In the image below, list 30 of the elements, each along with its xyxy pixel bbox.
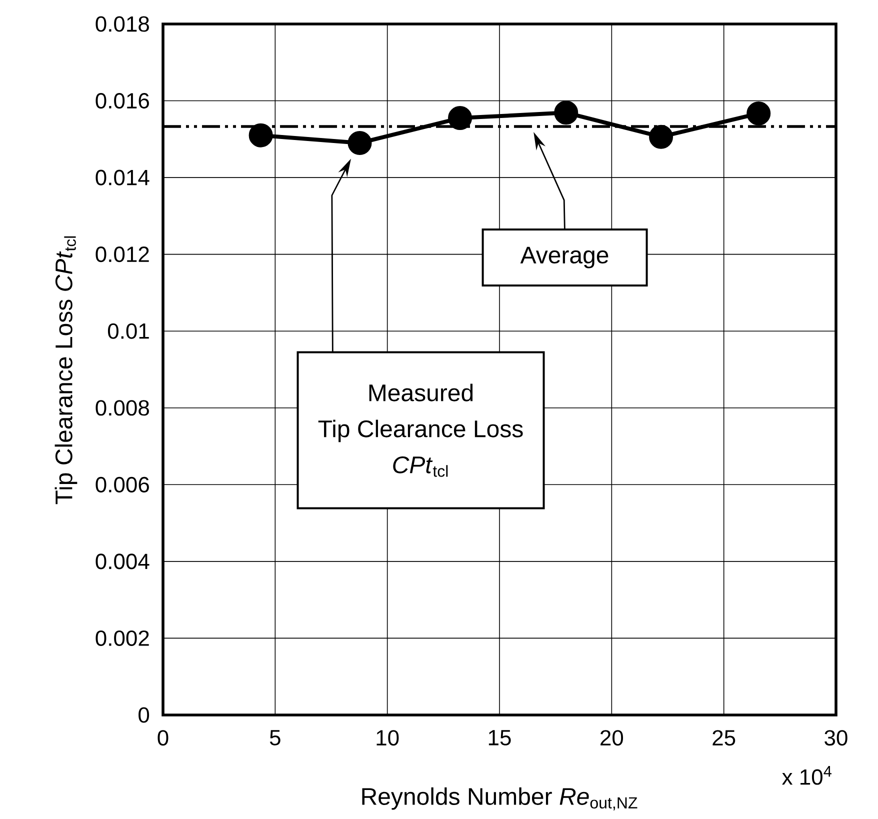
ref-line-label: Average [520, 246, 608, 268]
annotation: CPt$_{tcl}$ [393, 456, 448, 477]
x-tick-label: 30 [824, 730, 848, 746]
x-tick-label: 5 [270, 730, 280, 746]
y-tick-label: 0.008 [96, 400, 149, 416]
point [554, 100, 578, 125]
y-tick-label: 0.002 [96, 630, 149, 646]
y-tick-label: 0.004 [96, 554, 150, 570]
point [649, 124, 674, 149]
point [746, 101, 771, 126]
y-tick-label: 0.01 [108, 323, 149, 339]
y-axis-title: Tip Clearance Loss CPt$_{tcl}$ [54, 236, 78, 504]
x-tick-label: 10 [376, 730, 399, 746]
x-tick-label: 15 [488, 730, 511, 746]
x-axis-title: Reynolds Number Re$_{out,NZ}$ [362, 787, 638, 810]
x-tick-label: 25 [712, 730, 736, 746]
y-tick-label: 0.012 [96, 246, 149, 262]
point [448, 106, 472, 130]
x-tick-label: 0 [158, 730, 168, 746]
point [248, 123, 273, 148]
y-tick-label: 0.006 [96, 476, 149, 492]
y-tick-label: 0.016 [96, 93, 149, 109]
y-tick-label: 0.014 [96, 170, 150, 186]
y-tick-label: 0.018 [96, 16, 149, 32]
point [348, 130, 372, 155]
text: x 10$^{4}$ [782, 766, 832, 785]
y-tick-label: 0 [138, 707, 150, 723]
x-tick-label: 20 [600, 730, 624, 746]
annotation: Tip Clearance Loss [318, 420, 523, 442]
annotation: Measured [369, 384, 473, 402]
